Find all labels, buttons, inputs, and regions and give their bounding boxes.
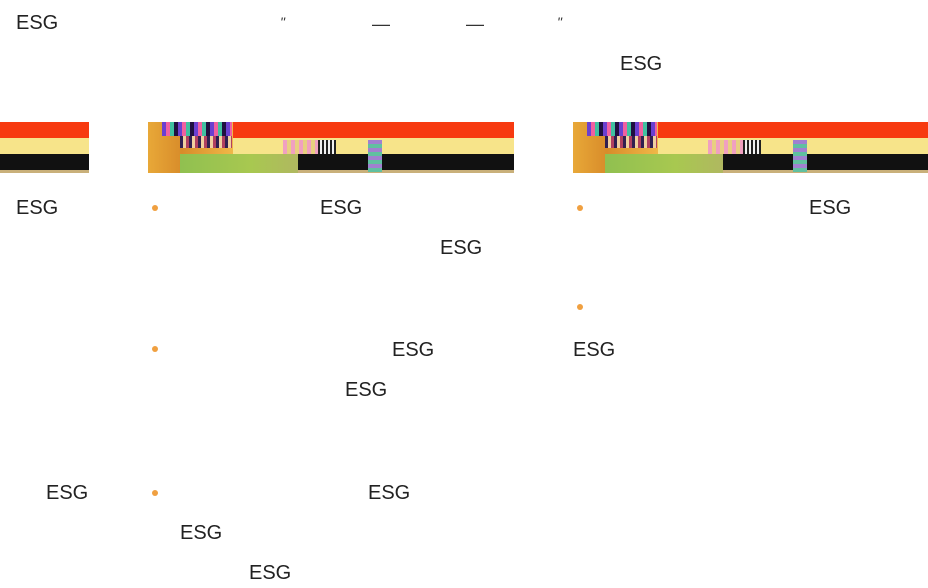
bullet-extra: ESG	[249, 562, 292, 584]
bullet-text: ESG	[320, 197, 363, 219]
banner-band-red	[573, 122, 928, 138]
banner-image-left	[0, 122, 89, 173]
banner-glitch-block	[180, 154, 298, 173]
banner-glitch-block	[283, 140, 328, 154]
banner-band-red	[0, 122, 89, 138]
bullet-text: ESG	[809, 197, 852, 219]
banner-glitch-block	[793, 140, 807, 172]
bullet-dot	[152, 205, 158, 211]
bullet-text: ESG	[368, 482, 411, 504]
bullet-dot	[152, 490, 158, 496]
column-1-label: ESG	[46, 482, 89, 504]
bullet-dot	[152, 346, 158, 352]
banner-band-bottom	[148, 170, 514, 173]
banner-band-bottom	[573, 170, 928, 173]
banner-glitch-block	[162, 122, 232, 136]
banner-image-middle	[148, 122, 514, 173]
column-1-label: ESG	[16, 197, 59, 219]
banner-glitch-block	[368, 140, 382, 172]
banner-glitch-block	[605, 136, 657, 148]
banner-glitch-block	[318, 140, 336, 154]
banner-glitch-block	[708, 140, 753, 154]
banner-glitch-block	[180, 136, 232, 148]
header-dash-2: —	[466, 14, 484, 34]
bullet-continuation: ESG	[180, 522, 223, 544]
bullet-dot	[577, 205, 583, 211]
bullet-dot	[577, 304, 583, 310]
bullet-continuation: ESG	[440, 237, 483, 259]
bullet-continuation: ESG	[573, 339, 616, 361]
bullet-text: ESG	[392, 339, 435, 361]
banner-band-bottom	[0, 170, 89, 173]
quote-close-mark: "	[557, 14, 562, 30]
quote-open-mark: "	[280, 14, 285, 30]
banner-band-red	[148, 122, 514, 138]
header-left-label: ESG	[16, 12, 59, 34]
header-sub-label: ESG	[620, 53, 663, 75]
banner-band-yellow	[0, 138, 89, 154]
banner-glitch-block	[743, 140, 761, 154]
banner-glitch-block	[605, 154, 723, 173]
bullet-continuation: ESG	[345, 379, 388, 401]
banner-image-right	[573, 122, 928, 173]
header-dash-1: —	[372, 14, 390, 34]
banner-glitch-block	[587, 122, 657, 136]
banner-band-black	[0, 154, 89, 170]
